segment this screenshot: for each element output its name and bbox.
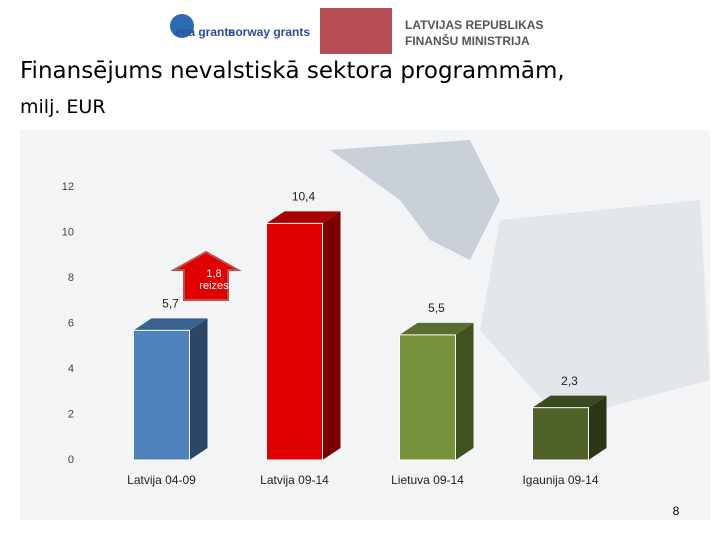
bar [399,334,456,461]
y-tick-label: 4 [68,363,74,375]
coat-of-arms [320,8,392,54]
page-number: 8 [673,504,680,518]
bar [133,329,190,461]
map-scandinavia [330,140,500,260]
bar-side [455,322,474,460]
subtitle: milj. EUR [20,96,106,118]
y-tick-label: 8 [68,272,74,284]
norway-text: norway grants [228,25,310,39]
y-tick-label: 0 [68,454,74,466]
ministry-line: FINANŠU MINISTRIJA [405,33,530,48]
bar-side [189,318,208,460]
eea-text: eea grants [175,25,235,39]
bar-top [399,322,474,335]
y-tick-label: 12 [62,181,74,193]
bar-side [322,211,341,460]
ministry-line: LATVIJAS REPUBLIKAS [405,18,543,32]
y-tick-label: 10 [62,226,74,238]
y-tick-label: 6 [68,317,74,329]
bar-side [588,395,607,460]
bar-top [133,318,208,331]
y-tick-label: 2 [68,408,74,420]
annotation: 1,8 reizes [199,268,229,292]
value-label: 10,4 [292,190,316,204]
eea-logo [170,14,194,38]
x-tick-label: Latvija 04-09 [127,473,196,487]
map-east [480,200,710,420]
value-label: 5,7 [162,296,179,310]
x-tick-label: Igaunija 09-14 [522,473,598,487]
bar [266,222,323,461]
bar [532,407,589,461]
arrow [170,250,242,301]
bar-top [266,211,341,224]
bar-top [532,395,607,408]
value-label: 5,5 [428,301,445,315]
x-tick-label: Lietuva 09-14 [391,473,464,487]
title: Finansējums nevalstiskā sektora programm… [20,58,565,84]
x-tick-label: Latvija 09-14 [260,473,329,487]
value-label: 2,3 [561,374,578,388]
